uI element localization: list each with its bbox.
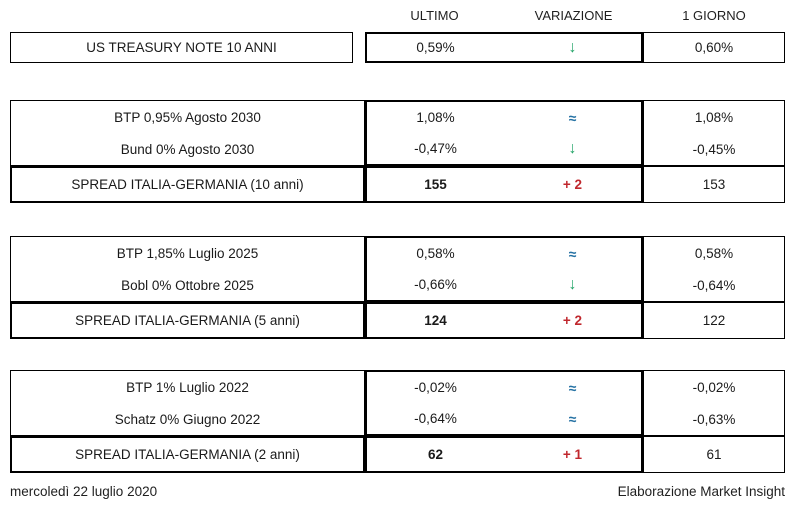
block-10y-giorno-box: 1,08% -0,45% (643, 100, 785, 166)
block-2y-labels-box: BTP 1% Luglio 2022 Schatz 0% Giugno 2022 (10, 370, 365, 436)
spread-ultimo-value: 124 (424, 313, 447, 328)
bond-label: Bund 0% Agosto 2030 (120, 141, 255, 157)
spread-giorno-value: 153 (643, 166, 785, 203)
treasury-ultimo-value: 0,59% (416, 40, 455, 55)
spread-change-value: + 2 (562, 313, 583, 328)
bond-label: Bobl 0% Ottobre 2025 (121, 277, 254, 293)
bond-giorno-value: -0,45% (692, 141, 736, 157)
bond-giorno-value: 1,08% (694, 109, 734, 125)
down-arrow-icon: ↓ (568, 275, 577, 293)
column-header-ultimo: ULTIMO (410, 7, 459, 23)
treasury-giorno-value: 0,60% (643, 32, 785, 63)
report-date: mercoledì 22 luglio 2020 (10, 484, 158, 499)
spread-5y-label: SPREAD ITALIA-GERMANIA (5 anni) (10, 302, 365, 339)
block-2y-values-box: -0,02% ≈ -0,64% ≈ (365, 370, 643, 436)
treasury-values-box: 0,59% ↓ (365, 32, 643, 63)
spread-giorno-value: 61 (643, 436, 785, 473)
spread-ultimo-value: 155 (424, 177, 447, 192)
approx-equal-icon: ≈ (568, 245, 577, 262)
approx-equal-icon: ≈ (568, 379, 577, 396)
bond-ultimo-value: -0,66% (414, 277, 457, 292)
spread-10y-values-box: 155 + 2 (365, 166, 643, 203)
bond-ultimo-value: 1,08% (416, 110, 455, 125)
treasury-label: US TREASURY NOTE 10 ANNI (10, 32, 353, 63)
block-10y-labels-box: BTP 0,95% Agosto 2030 Bund 0% Agosto 203… (10, 100, 365, 166)
spread-5y-values-box: 124 + 2 (365, 302, 643, 339)
bond-label: Schatz 0% Giugno 2022 (114, 411, 261, 427)
block-5y-labels-box: BTP 1,85% Luglio 2025 Bobl 0% Ottobre 20… (10, 236, 365, 302)
block-5y-values-box: 0,58% ≈ -0,66% ↓ (365, 236, 643, 302)
spread-change-value: + 2 (562, 177, 583, 192)
spread-2y-values-box: 62 + 1 (365, 436, 643, 473)
down-arrow-icon: ↓ (568, 38, 577, 56)
bond-label: BTP 1,85% Luglio 2025 (116, 245, 259, 261)
report-credit: Elaborazione Market Insight (617, 484, 785, 499)
down-arrow-icon: ↓ (568, 139, 577, 157)
approx-equal-icon: ≈ (568, 109, 577, 126)
spread-giorno-value: 122 (643, 302, 785, 339)
bond-giorno-value: -0,02% (692, 379, 736, 395)
bond-ultimo-value: -0,02% (414, 380, 457, 395)
block-10y-values-box: 1,08% ≈ -0,47% ↓ (365, 100, 643, 166)
bond-label: BTP 1% Luglio 2022 (126, 379, 249, 395)
spread-change-value: + 1 (562, 447, 583, 462)
bond-giorno-value: -0,64% (692, 277, 736, 293)
column-header-1-giorno: 1 GIORNO (682, 7, 746, 23)
bond-ultimo-value: -0,64% (414, 411, 457, 426)
spread-ultimo-value: 62 (427, 447, 444, 462)
block-5y-giorno-box: 0,58% -0,64% (643, 236, 785, 302)
column-header-variazione: VARIAZIONE (534, 7, 613, 23)
bond-giorno-value: -0,63% (692, 411, 736, 427)
bond-ultimo-value: -0,47% (414, 141, 457, 156)
bond-ultimo-value: 0,58% (416, 246, 455, 261)
bond-giorno-value: 0,58% (694, 245, 734, 261)
block-2y-giorno-box: -0,02% -0,63% (643, 370, 785, 436)
bond-label: BTP 0,95% Agosto 2030 (114, 109, 261, 125)
spread-10y-label: SPREAD ITALIA-GERMANIA (10 anni) (10, 166, 365, 203)
approx-equal-icon: ≈ (568, 410, 577, 427)
spread-2y-label: SPREAD ITALIA-GERMANIA (2 anni) (10, 436, 365, 473)
